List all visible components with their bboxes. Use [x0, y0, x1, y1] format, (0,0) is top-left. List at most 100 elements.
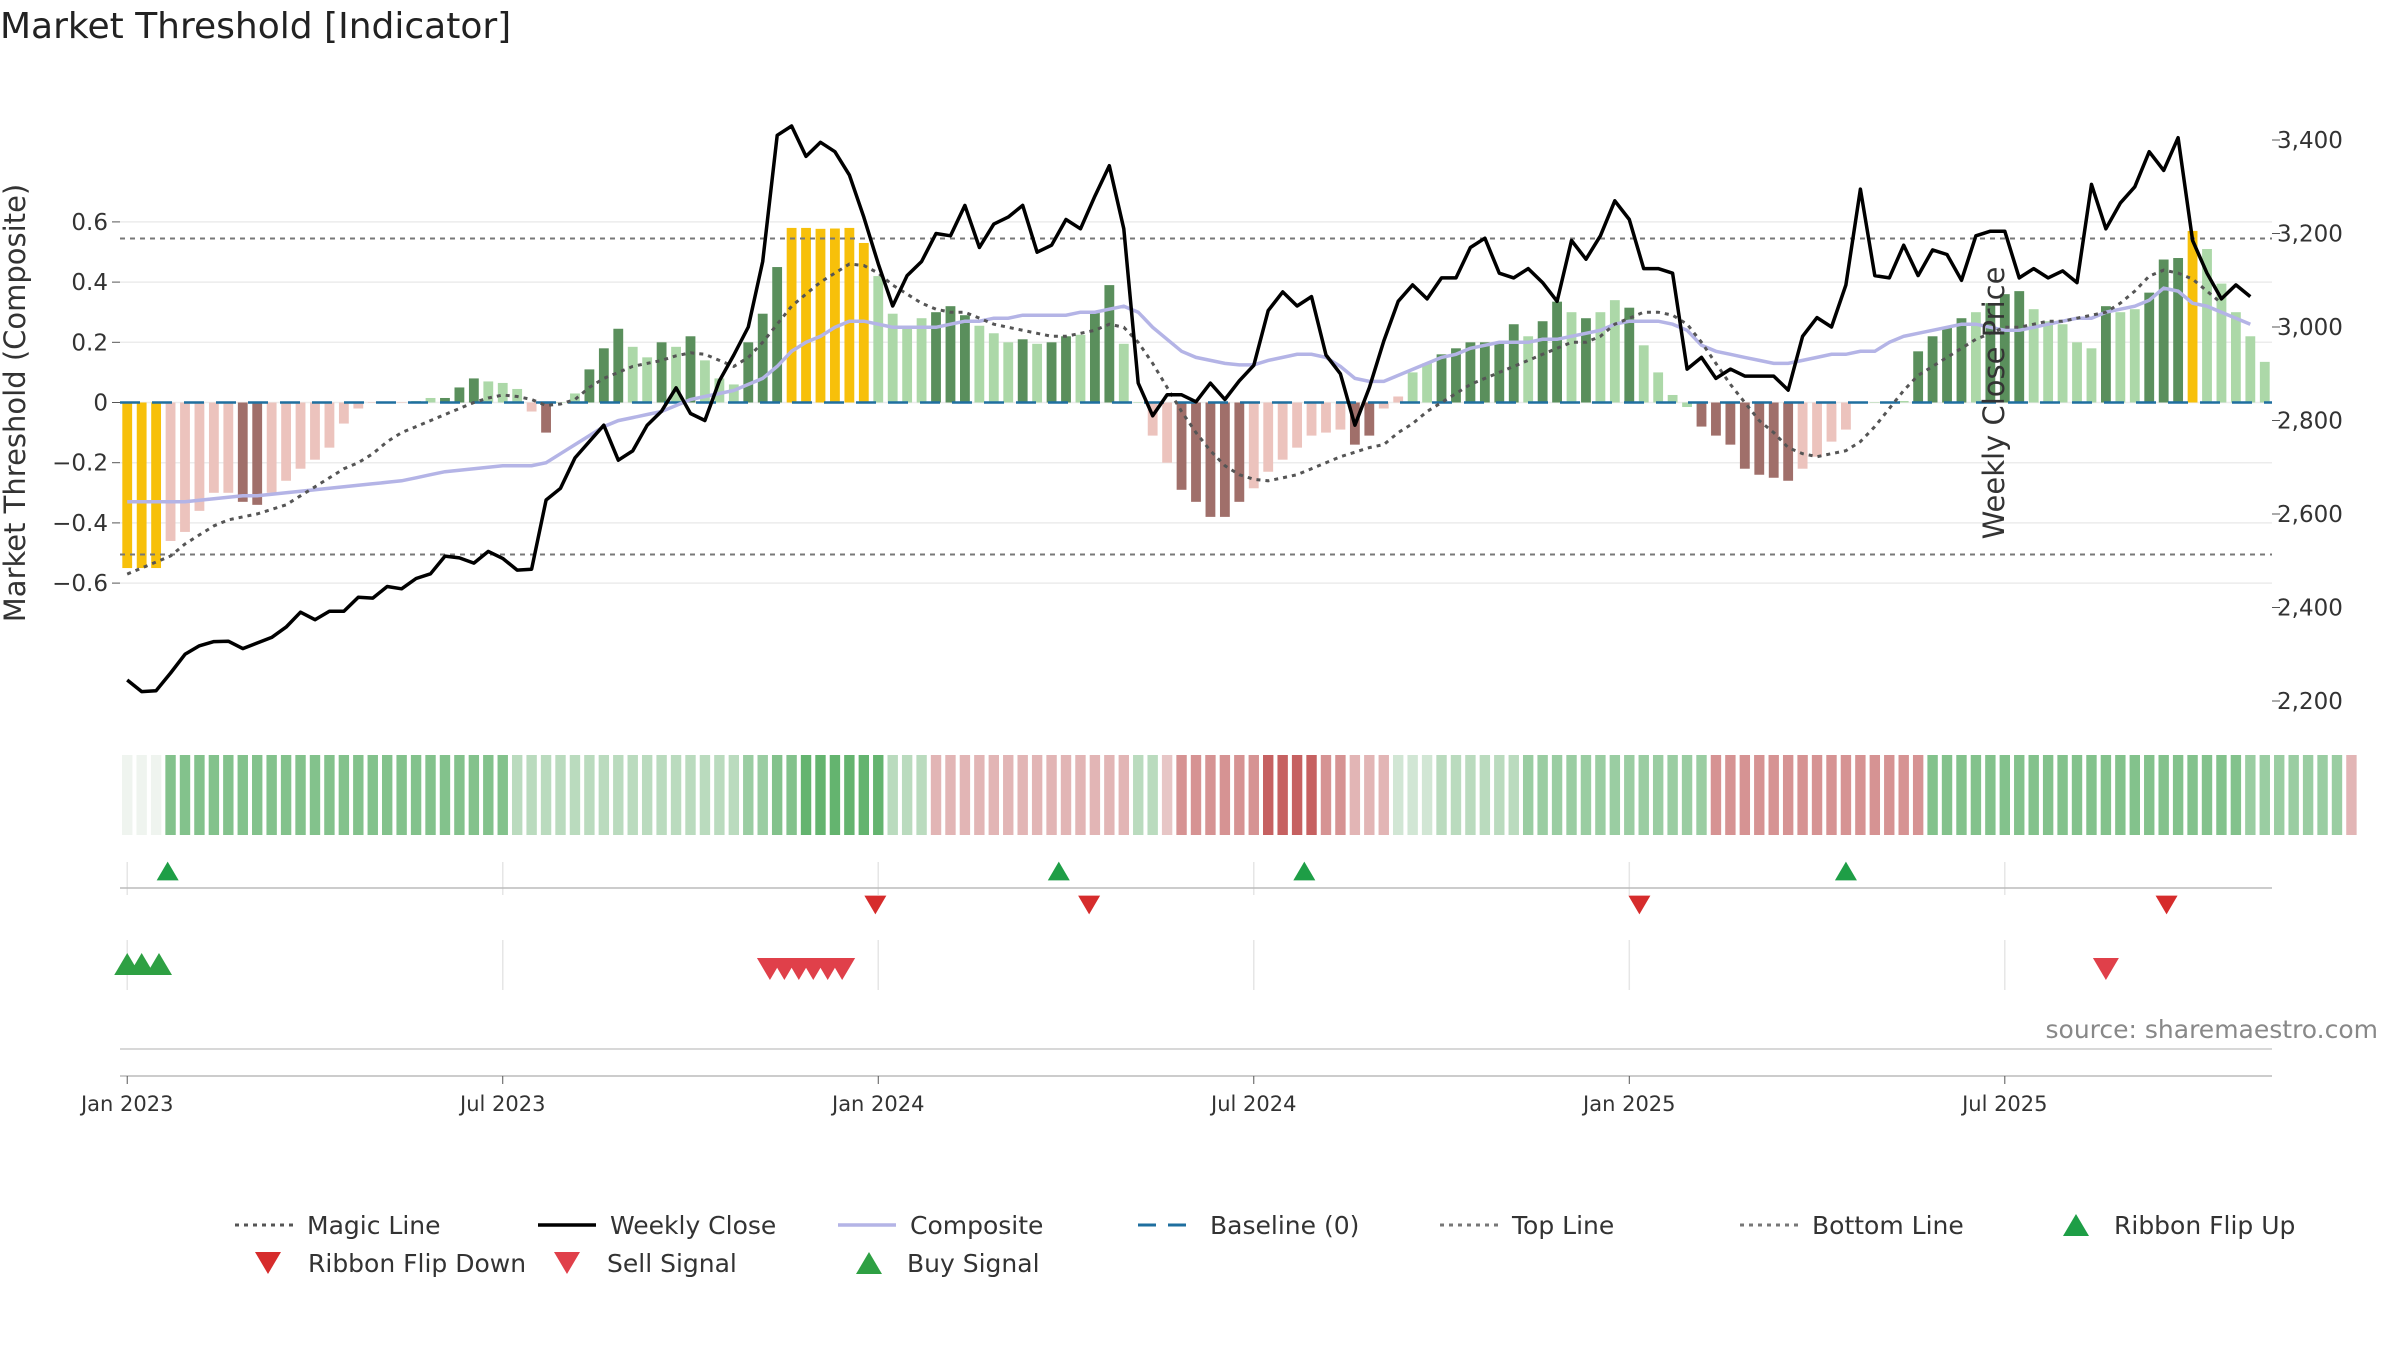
- ribbon-cell: [526, 755, 537, 835]
- ribbon-cell: [598, 755, 610, 835]
- composite-bar: [700, 360, 710, 403]
- y2-tick-label: 2,600: [2277, 502, 2343, 528]
- y-tick-label: 0.4: [71, 270, 108, 296]
- composite-bar: [1321, 402, 1331, 433]
- ribbon-cell: [1248, 755, 1259, 835]
- ribbon-cell: [728, 755, 740, 835]
- composite-bar: [2173, 258, 2184, 403]
- composite-bar: [541, 402, 551, 433]
- composite-bar: [1754, 402, 1765, 475]
- buy-signal-marker: [145, 952, 172, 976]
- composite-bar: [396, 402, 407, 403]
- ribbon-cell: [1667, 755, 1678, 835]
- ribbon-cell: [1017, 755, 1028, 835]
- y2-tick-label: 2,800: [2277, 409, 2343, 435]
- legend-label: Ribbon Flip Up: [2114, 1211, 2295, 1240]
- ribbon-cell: [1407, 755, 1418, 835]
- composite-bar: [1277, 402, 1288, 460]
- ribbon-cell: [165, 755, 176, 835]
- ribbon-cell: [1725, 755, 1736, 835]
- composite-bar: [295, 402, 306, 469]
- composite-bar: [2100, 306, 2111, 403]
- composite-bar: [786, 227, 797, 403]
- ribbon-cell: [136, 755, 147, 835]
- ribbon-cell: [483, 755, 494, 835]
- x-axis: Jan 2023 Jul 2023 Jan 2024 Jul 2024 Jan 2025…: [79, 1075, 2272, 1116]
- ribbon-cell: [916, 755, 927, 835]
- ribbon-cell: [2028, 755, 2039, 835]
- composite-bar: [642, 357, 653, 403]
- composite-bar: [815, 228, 826, 403]
- composite-bar: [367, 402, 378, 403]
- ribbon-cell: [901, 755, 913, 835]
- composite-bar: [1624, 307, 1635, 403]
- y2-tick-label: 2,400: [2277, 596, 2343, 622]
- overlay-lines: [120, 124, 2272, 694]
- composite-bar: [1089, 312, 1100, 403]
- y-tick-label: −0.4: [52, 511, 108, 537]
- legend: Magic Line Weekly Close Composite Baseline …: [235, 1211, 2295, 1278]
- ribbon-flip-up-marker: [1293, 861, 1316, 881]
- composite-bar: [772, 267, 783, 403]
- legend-swatch: [2063, 1213, 2089, 1237]
- ribbon-cell: [714, 755, 725, 835]
- ribbon-cell: [2014, 755, 2025, 835]
- composite-bar: [1971, 312, 1981, 403]
- ribbon-cell: [569, 755, 581, 835]
- ribbon-cell: [959, 755, 971, 835]
- composite-bar: [1711, 402, 1721, 436]
- ribbon-cell: [1782, 755, 1794, 835]
- composite-bar: [1133, 402, 1144, 403]
- ribbon-cell: [2187, 755, 2198, 835]
- composite-bar: [916, 318, 927, 403]
- ribbon-cell: [1869, 755, 1881, 835]
- ribbon-cell: [887, 755, 898, 835]
- ribbon-cell: [1522, 755, 1534, 835]
- legend-label: Buy Signal: [907, 1249, 1040, 1278]
- ribbon-cell: [2129, 755, 2140, 835]
- ribbon-cell: [771, 755, 783, 835]
- composite-bar: [1999, 294, 2010, 403]
- composite-bar: [1841, 402, 1851, 430]
- composite-bar: [194, 402, 205, 511]
- legend-item: Ribbon Flip Down: [255, 1249, 526, 1278]
- ribbon-cell: [1537, 755, 1548, 835]
- ribbon-cell: [280, 755, 292, 835]
- composite-bar: [2202, 248, 2212, 403]
- ribbon-cell: [223, 755, 234, 835]
- ribbon-cell: [1263, 755, 1274, 835]
- ribbon-cell: [1941, 755, 1953, 835]
- composite-bar: [1739, 402, 1750, 469]
- y2-tick-label: 2,200: [2277, 689, 2343, 715]
- composite-bar: [1046, 342, 1057, 403]
- legend-item: Magic Line: [235, 1211, 441, 1240]
- ribbon-cell: [613, 755, 624, 835]
- ribbon-cell: [150, 755, 162, 835]
- ribbon-cell: [2346, 755, 2357, 835]
- ribbon-cell: [1826, 755, 1837, 835]
- ribbon-cell: [237, 755, 248, 835]
- ribbon-cell: [1797, 755, 1808, 835]
- ribbon-cell: [1912, 755, 1924, 835]
- ribbon-cell: [540, 755, 552, 835]
- ribbon-cell: [1884, 755, 1895, 835]
- y-tick-label: 0.2: [71, 330, 108, 356]
- composite-bar: [598, 348, 609, 403]
- composite-bar: [1508, 324, 1519, 403]
- composite-bar: [2245, 336, 2256, 403]
- legend-label: Bottom Line: [1812, 1211, 1964, 1240]
- ribbon-cell: [1205, 755, 1216, 835]
- legend-label: Top Line: [1511, 1211, 1614, 1240]
- ribbon-flip-up-marker: [156, 861, 179, 881]
- ribbon-cell: [1089, 755, 1101, 835]
- composite-bar: [2014, 291, 2025, 403]
- ribbon-cell: [1104, 755, 1115, 835]
- composite-bar: [743, 342, 754, 403]
- ribbon-cell: [1465, 755, 1476, 835]
- ribbon-cell: [1739, 755, 1751, 835]
- y2-tick-label: 3,400: [2277, 128, 2343, 154]
- legend-label: Weekly Close: [610, 1211, 776, 1240]
- composite-bar: [728, 384, 739, 403]
- ribbon-cell: [1609, 755, 1621, 835]
